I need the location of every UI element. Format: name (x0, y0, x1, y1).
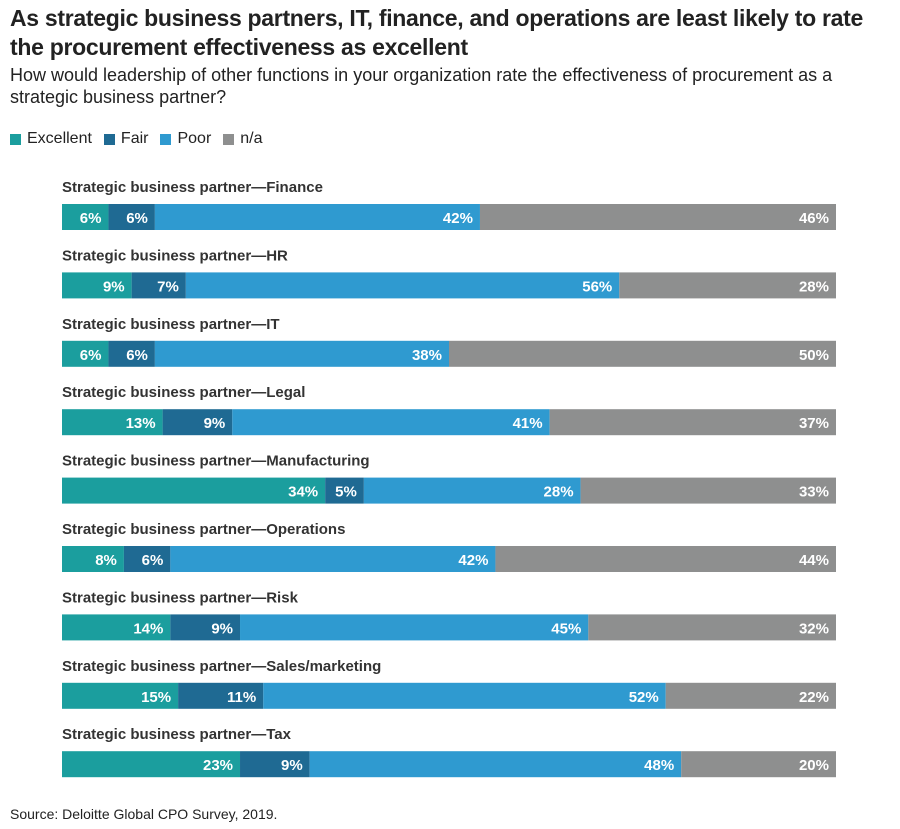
bar-segment-operations-fair (123, 546, 171, 572)
legend-swatch-na (223, 133, 235, 145)
category-label-tax: Strategic business partner—Tax (62, 726, 292, 743)
legend-item-fair: Fair (103, 130, 149, 148)
bar-segment-operations-excellent (62, 546, 124, 572)
bar-segment-manufacturing-fair (325, 477, 364, 504)
bar-segment-legal-excellent (62, 409, 163, 436)
bar-segment-sales-marketing-fair (178, 682, 264, 709)
legend-label-na: n/a (240, 130, 263, 147)
chart-legend: Excellent Fair Poor n/a (10, 130, 275, 148)
data-label-legal-na: 37% (799, 415, 829, 432)
bar-segment-risk-na (588, 614, 836, 641)
bar-segment-operations-poor (170, 546, 496, 572)
data-label-operations-fair: 6% (142, 552, 164, 569)
data-label-sales-marketing-na: 22% (799, 689, 829, 706)
data-label-risk-na: 32% (799, 620, 829, 637)
bar-segment-manufacturing-excellent (62, 477, 326, 504)
category-label-risk: Strategic business partner—Risk (62, 589, 299, 606)
bar-segment-tax-excellent (62, 751, 241, 778)
bar-segment-it-na (449, 340, 836, 367)
bar-segment-finance-excellent (62, 204, 109, 230)
bar-segment-tax-na (681, 751, 836, 778)
chart-subtitle: How would leadership of other functions … (10, 65, 833, 107)
data-label-legal-poor: 41% (513, 415, 543, 432)
legend-item-excellent: Excellent (10, 130, 92, 148)
data-label-risk-excellent: 14% (133, 620, 163, 637)
bar-segment-it-excellent (62, 340, 109, 367)
data-label-sales-marketing-fair: 11% (227, 689, 256, 706)
bar-segment-legal-fair (162, 409, 233, 436)
data-label-finance-na: 46% (799, 210, 829, 227)
bar-segment-manufacturing-poor (363, 477, 581, 504)
data-label-sales-marketing-excellent: 15% (141, 689, 171, 706)
data-label-operations-na: 44% (799, 552, 829, 569)
bar-segment-it-poor (154, 340, 449, 367)
legend-item-na: n/a (223, 130, 263, 148)
bar-segment-tax-fair (240, 751, 310, 778)
data-label-it-na: 50% (799, 347, 829, 364)
category-label-manufacturing: Strategic business partner—Manufacturing (62, 453, 370, 470)
data-label-hr-excellent: 9% (103, 278, 125, 295)
legend-item-poor: Poor (160, 130, 211, 148)
category-label-it: Strategic business partner—IT (62, 316, 280, 333)
bar-segment-tax-poor (309, 751, 682, 778)
data-label-manufacturing-poor: 28% (544, 484, 574, 501)
legend-label-poor: Poor (177, 130, 212, 147)
data-label-operations-poor: 42% (458, 552, 488, 569)
bar-segment-hr-excellent (62, 272, 132, 299)
bar-segment-manufacturing-na (580, 477, 836, 504)
category-label-legal: Strategic business partner—Legal (62, 384, 305, 401)
category-label-hr: Strategic business partner—HR (62, 247, 288, 264)
bar-segment-risk-excellent (62, 614, 171, 641)
legend-label-fair: Fair (120, 130, 149, 147)
data-label-hr-fair: 7% (157, 278, 179, 295)
source-note: Source: Deloitte Global CPO Survey, 2019… (10, 806, 278, 822)
data-label-it-poor: 38% (412, 347, 442, 364)
data-label-legal-excellent: 13% (126, 415, 156, 432)
data-label-tax-na: 20% (799, 757, 829, 774)
category-label-sales-marketing: Strategic business partner—Sales/marketi… (62, 658, 381, 675)
bar-segment-hr-na (619, 272, 836, 299)
data-label-manufacturing-excellent: 34% (288, 484, 318, 501)
category-label-finance: Strategic business partner—Finance (62, 179, 323, 196)
data-label-legal-fair: 9% (204, 415, 226, 432)
bar-segment-sales-marketing-poor (263, 682, 666, 709)
data-label-manufacturing-na: 33% (799, 484, 829, 501)
legend-swatch-fair (103, 133, 115, 145)
data-label-tax-excellent: 23% (203, 757, 233, 774)
data-label-manufacturing-fair: 5% (335, 484, 357, 501)
data-label-hr-poor: 56% (582, 278, 612, 295)
data-label-finance-excellent: 6% (80, 210, 102, 227)
bar-segment-operations-na (495, 546, 836, 572)
bar-segment-hr-poor (185, 272, 620, 299)
bar-segment-sales-marketing-excellent (62, 682, 179, 709)
bar-segment-risk-fair (170, 614, 241, 641)
bar-segment-finance-na (479, 204, 836, 230)
data-label-finance-poor: 42% (443, 210, 473, 227)
chart-title: As strategic business partners, IT, fina… (10, 5, 863, 60)
data-label-risk-fair: 9% (211, 620, 233, 637)
bar-segment-risk-poor (240, 614, 589, 641)
data-label-it-excellent: 6% (80, 347, 102, 364)
bar-segment-finance-fair (108, 204, 155, 230)
data-label-tax-fair: 9% (281, 757, 303, 774)
legend-swatch-poor (160, 133, 172, 145)
category-label-operations: Strategic business partner—Operations (62, 521, 345, 538)
bar-segment-sales-marketing-na (665, 682, 836, 709)
bar-segment-hr-fair (131, 272, 186, 299)
data-label-tax-poor: 48% (644, 757, 674, 774)
data-label-finance-fair: 6% (126, 210, 148, 227)
bar-segment-legal-na (549, 409, 836, 436)
bar-segment-legal-poor (232, 409, 550, 436)
data-label-it-fair: 6% (126, 347, 148, 364)
data-label-risk-poor: 45% (551, 620, 581, 637)
legend-swatch-excellent (10, 133, 21, 145)
bar-segment-finance-poor (154, 204, 480, 230)
data-label-hr-na: 28% (799, 278, 829, 295)
bar-segment-it-fair (108, 340, 155, 367)
legend-label-excellent: Excellent (27, 130, 92, 147)
data-label-operations-excellent: 8% (95, 552, 117, 569)
data-label-sales-marketing-poor: 52% (629, 689, 659, 706)
